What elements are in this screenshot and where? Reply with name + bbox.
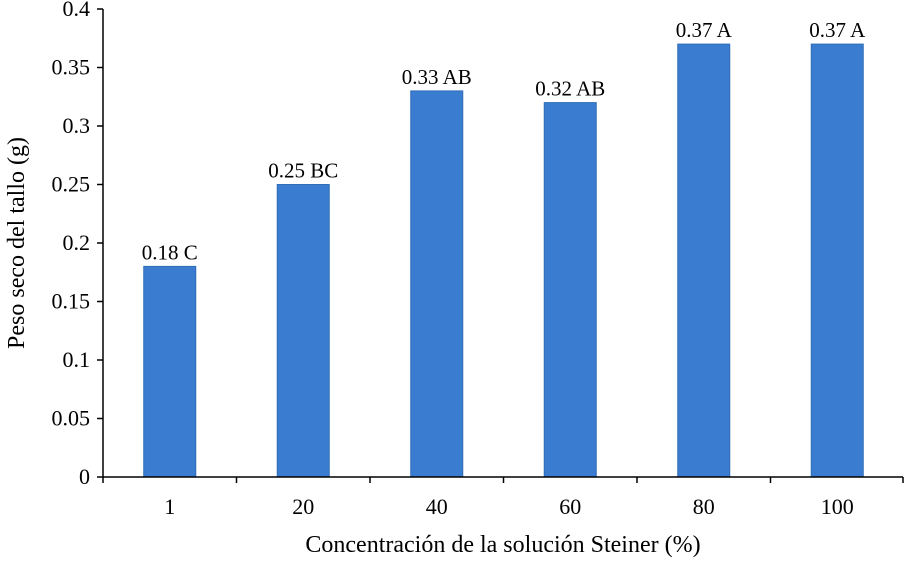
y-ticks-layer: 0 0.05 0.1 0.15 0.2 0.25 0.3 0.35 0.4 xyxy=(52,0,103,489)
y-tick-label: 0.3 xyxy=(63,113,91,138)
y-tick-label: 0.25 xyxy=(52,172,91,197)
data-label-40: 0.33 AB xyxy=(402,65,472,89)
y-axis-title: Peso seco del tallo (g) xyxy=(4,137,30,349)
data-label-20: 0.25 BC xyxy=(268,159,338,183)
y-tick-label: 0.05 xyxy=(52,406,91,431)
bar-1 xyxy=(143,265,197,478)
y-tick-label: 0 xyxy=(79,464,90,489)
x-tick-label-1: 1 xyxy=(164,494,175,519)
data-label-100: 0.37 A xyxy=(809,18,866,42)
data-label-60: 0.32 AB xyxy=(535,77,605,101)
bar-20 xyxy=(276,184,330,478)
x-tick-label-20: 20 xyxy=(292,494,314,519)
y-tick-label: 0.15 xyxy=(52,289,91,314)
data-labels-layer: 0.18 C 0.25 BC 0.33 AB 0.32 AB 0.37 A 0.37 A xyxy=(142,18,866,264)
y-tick-label: 0.1 xyxy=(63,347,91,372)
data-label-1: 0.18 C xyxy=(142,240,198,264)
bar-40 xyxy=(410,90,464,478)
axes-layer xyxy=(102,9,903,478)
bar-100 xyxy=(810,43,864,478)
x-tick-label-80: 80 xyxy=(693,494,715,519)
x-ticks-layer: 1 20 40 60 80 100 xyxy=(102,477,904,519)
y-tick-label: 0.35 xyxy=(52,55,91,80)
x-tick-label-40: 40 xyxy=(426,494,448,519)
x-tick-label-100: 100 xyxy=(821,494,854,519)
bars-layer xyxy=(143,43,864,478)
x-tick-label-60: 60 xyxy=(559,494,581,519)
bar-60 xyxy=(543,102,597,478)
data-label-80: 0.37 A xyxy=(676,18,733,42)
bar-80 xyxy=(677,43,731,478)
y-tick-label: 0.4 xyxy=(63,0,91,21)
y-tick-label: 0.2 xyxy=(63,230,91,255)
x-axis-title: Concentración de la solución Steiner (%) xyxy=(305,532,700,558)
